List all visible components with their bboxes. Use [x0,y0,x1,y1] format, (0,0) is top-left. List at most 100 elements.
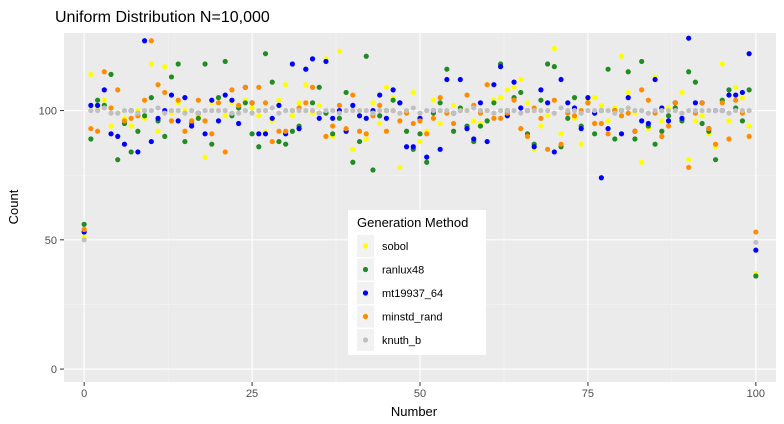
data-point-mt19937_64 [88,102,94,108]
data-point-ranlux48 [316,84,322,90]
data-point-sobol [639,159,645,165]
data-point-sobol [659,118,665,124]
data-point-minstd_rand [168,118,175,124]
data-point-mt19937_64 [377,92,383,98]
axes: 0 25 50 75 100 0 50 100 [39,106,765,400]
data-point-ranlux48 [491,100,497,106]
data-point-sobol [283,82,289,88]
data-point-knuth_b [639,107,645,114]
data-point-knuth_b [612,110,618,116]
data-point-knuth_b [699,107,705,114]
data-point-mt19937_64 [538,87,544,93]
data-point-knuth_b [316,110,322,116]
data-point-minstd_rand [363,131,369,137]
data-point-ranlux48 [565,115,571,121]
data-point-knuth_b [323,107,329,114]
data-point-mt19937_64 [202,131,208,137]
data-point-ranlux48 [135,128,141,134]
data-point-sobol [739,95,746,101]
data-point-minstd_rand [753,229,759,235]
data-point-minstd_rand [242,84,248,90]
data-point-knuth_b [390,107,396,114]
data-point-ranlux48 [283,141,289,147]
data-point-knuth_b [283,107,289,114]
data-point-minstd_rand [249,100,255,106]
data-point-mt19937_64 [578,126,584,132]
data-point-knuth_b [686,107,692,114]
data-point-ranlux48 [350,159,356,165]
data-point-knuth_b [450,110,457,116]
data-point-mt19937_64 [618,131,625,137]
legend-label-minstd_rand: minstd_rand [382,312,443,324]
legend-symbol-ranlux48 [362,266,369,273]
data-point-ranlux48 [437,100,443,106]
data-point-knuth_b [377,107,383,114]
data-point-knuth_b [558,105,564,111]
data-point-mt19937_64 [236,120,242,127]
data-point-minstd_rand [343,126,349,132]
data-point-mt19937_64 [518,105,524,111]
data-point-ranlux48 [269,79,275,85]
data-point-ranlux48 [182,138,188,145]
data-point-ranlux48 [484,118,490,124]
data-point-knuth_b [444,107,450,114]
data-point-knuth_b [370,110,376,116]
data-point-knuth_b [94,107,101,114]
y-tick-label: 100 [39,106,57,118]
data-point-sobol [618,53,625,59]
data-point-minstd_rand [639,87,645,93]
data-point-mt19937_64 [383,115,390,121]
legend-label-mt19937_64: mt19937_64 [382,288,443,300]
data-point-knuth_b [303,107,309,114]
data-point-mt19937_64 [511,79,517,85]
data-point-sobol [592,95,598,101]
data-point-knuth_b [598,107,604,114]
data-point-mt19937_64 [182,95,188,101]
data-point-knuth_b [645,110,651,116]
data-point-ranlux48 [739,118,746,124]
data-point-minstd_rand [377,102,383,108]
data-point-minstd_rand [189,118,195,124]
data-point-knuth_b [403,107,410,114]
data-point-knuth_b [222,107,228,114]
data-point-knuth_b [215,107,222,114]
data-point-knuth_b [162,110,168,116]
data-point-sobol [410,89,416,96]
data-point-knuth_b [679,110,685,116]
data-point-mt19937_64 [410,144,416,150]
data-point-mt19937_64 [558,76,564,83]
legend-label-knuth_b: knuth_b [382,335,421,347]
data-point-mt19937_64 [424,154,430,160]
data-point-sobol [222,113,228,119]
data-point-ranlux48 [652,141,658,147]
data-point-knuth_b [578,110,584,116]
data-point-minstd_rand [142,97,148,103]
data-point-minstd_rand [262,100,269,106]
data-point-mt19937_64 [498,64,504,70]
data-point-knuth_b [108,110,114,116]
data-point-knuth_b [605,107,611,114]
data-point-sobol [726,118,732,124]
data-point-minstd_rand [195,97,201,103]
data-point-mt19937_64 [330,115,336,121]
data-point-mt19937_64 [215,118,222,124]
data-point-sobol [686,157,692,163]
data-point-ranlux48 [746,87,752,93]
data-point-minstd_rand [430,115,437,121]
data-point-minstd_rand [592,120,598,127]
data-point-knuth_b [424,107,430,114]
data-point-mt19937_64 [175,118,181,124]
data-point-knuth_b [746,107,752,114]
data-point-ranlux48 [209,141,215,147]
data-point-minstd_rand [276,128,282,134]
data-point-ranlux48 [625,69,631,75]
data-point-ranlux48 [88,136,94,142]
data-point-knuth_b [672,107,678,114]
data-point-knuth_b [189,107,195,114]
data-point-ranlux48 [142,113,148,119]
data-point-knuth_b [511,107,517,114]
data-point-ranlux48 [403,128,410,134]
data-point-knuth_b [229,110,235,116]
data-point-ranlux48 [477,123,484,129]
data-point-knuth_b [81,237,87,243]
